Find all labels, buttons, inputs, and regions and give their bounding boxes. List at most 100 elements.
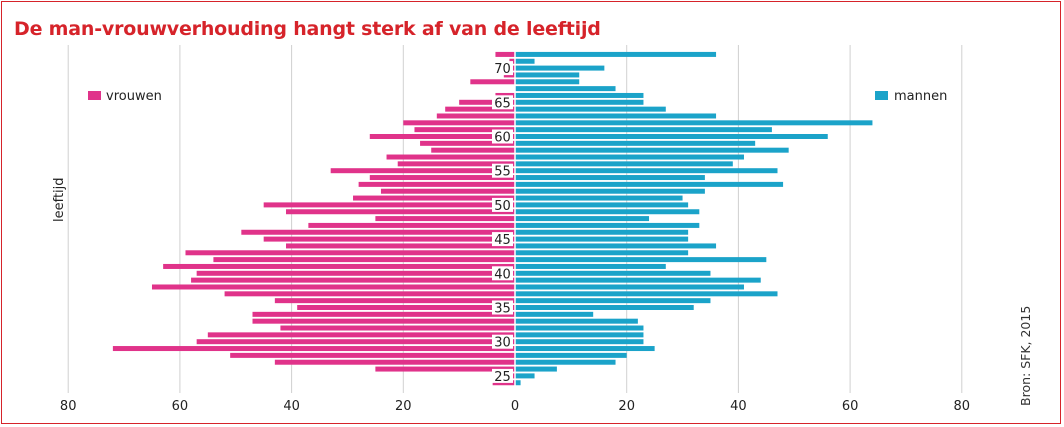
bar-vrouwen <box>213 257 515 263</box>
age-label: 40 <box>494 267 511 282</box>
bar-mannen <box>515 243 717 249</box>
age-label-bg <box>492 95 513 110</box>
bar-vrouwen <box>191 277 515 283</box>
bar-mannen <box>515 99 644 105</box>
bar-vrouwen <box>185 250 516 256</box>
bar-mannen <box>515 311 594 317</box>
bar-mannen <box>515 318 638 324</box>
x-tick-label: 0 <box>511 399 519 414</box>
bar-mannen <box>515 127 772 133</box>
bar-mannen <box>515 332 644 338</box>
bar-mannen <box>515 113 717 119</box>
bar-vrouwen <box>414 127 515 133</box>
bar-vrouwen <box>274 359 516 365</box>
bar-mannen <box>515 58 535 64</box>
bar-mannen <box>515 202 689 208</box>
age-label-bg <box>492 197 513 212</box>
bar-mannen <box>515 168 778 174</box>
bar-mannen <box>515 359 616 365</box>
bar-vrouwen <box>280 325 515 331</box>
bar-mannen <box>515 161 733 167</box>
bar-mannen <box>515 325 644 331</box>
bar-mannen <box>515 250 689 256</box>
bar-vrouwen <box>207 332 515 338</box>
x-tick-label: 20 <box>618 399 635 414</box>
bar-vrouwen <box>196 270 515 276</box>
age-label: 45 <box>494 233 511 248</box>
bar-mannen <box>515 222 700 228</box>
age-label-bg <box>492 334 513 349</box>
age-label: 35 <box>494 302 511 317</box>
x-tick-label: 40 <box>283 399 300 414</box>
bar-mannen <box>515 86 616 92</box>
age-label: 25 <box>494 370 511 385</box>
bar-vrouwen <box>375 366 516 372</box>
legend-label-mannen: mannen <box>894 89 947 104</box>
bar-mannen <box>515 366 557 372</box>
bar-vrouwen <box>151 284 516 290</box>
bar-vrouwen <box>286 209 515 215</box>
bar-mannen <box>515 106 666 112</box>
bar-mannen <box>515 373 535 379</box>
age-label-bg <box>492 129 513 144</box>
age-label: 65 <box>494 96 511 111</box>
bar-vrouwen <box>445 106 515 112</box>
bar-mannen <box>515 229 689 235</box>
bar-mannen <box>515 380 521 386</box>
bar-vrouwen <box>386 154 515 160</box>
age-label-bg <box>492 300 513 315</box>
x-tick-label: 80 <box>954 399 971 414</box>
age-label: 30 <box>494 336 511 351</box>
age-label: 60 <box>494 131 511 146</box>
bar-mannen <box>515 134 828 139</box>
bar-vrouwen <box>397 161 515 167</box>
bar-vrouwen <box>369 134 515 139</box>
bar-mannen <box>515 346 655 352</box>
age-label-bg <box>492 368 513 383</box>
bar-vrouwen <box>263 202 515 208</box>
age-label: 55 <box>494 165 511 180</box>
age-label-bg <box>492 266 513 281</box>
bar-mannen <box>515 92 644 98</box>
bar-mannen <box>515 339 644 345</box>
bar-mannen <box>515 51 717 57</box>
bar-vrouwen <box>224 291 515 297</box>
bar-vrouwen <box>230 352 516 358</box>
bar-mannen <box>515 181 784 187</box>
bar-mannen <box>515 216 650 222</box>
bar-mannen <box>515 209 700 215</box>
x-tick-label: 80 <box>60 399 77 414</box>
bar-mannen <box>515 257 767 263</box>
bar-vrouwen <box>241 229 515 235</box>
bar-mannen <box>515 175 705 181</box>
bar-vrouwen <box>431 147 516 153</box>
chart-title: De man-vrouwverhouding hangt sterk af va… <box>14 18 601 40</box>
bar-vrouwen <box>297 305 515 310</box>
bar-vrouwen <box>459 99 515 105</box>
bar-vrouwen <box>330 168 515 174</box>
bar-vrouwen <box>263 236 515 242</box>
x-tick-label: 20 <box>395 399 412 414</box>
age-label: 70 <box>494 62 511 77</box>
bar-mannen <box>515 236 689 242</box>
bar-vrouwen <box>196 339 515 345</box>
bar-vrouwen <box>252 318 515 324</box>
bar-mannen <box>515 147 789 153</box>
bar-mannen <box>515 65 605 71</box>
bar-mannen <box>515 291 778 297</box>
legend-swatch-mannen <box>875 91 888 100</box>
bar-vrouwen <box>470 79 515 85</box>
legend-swatch-vrouwen <box>88 91 101 100</box>
bar-vrouwen <box>380 188 515 194</box>
bar-mannen <box>515 352 627 358</box>
x-tick-label: 40 <box>730 399 747 414</box>
bar-mannen <box>515 140 756 146</box>
bar-mannen <box>515 72 580 78</box>
bar-mannen <box>515 120 873 126</box>
x-tick-label: 60 <box>172 399 189 414</box>
bar-vrouwen <box>252 311 515 317</box>
bar-vrouwen <box>375 216 516 222</box>
bar-vrouwen <box>353 195 515 201</box>
